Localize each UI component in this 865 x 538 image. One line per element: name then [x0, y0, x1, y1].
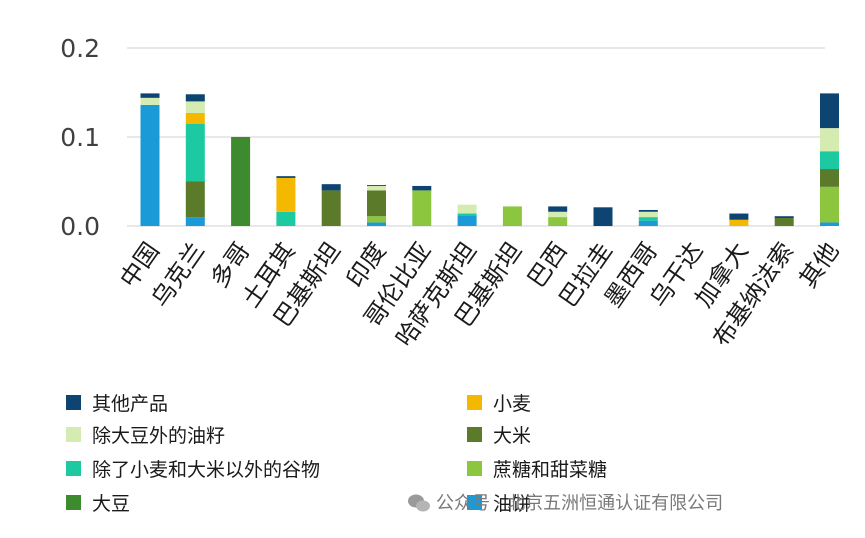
- bar-segment: [185, 112, 205, 124]
- bar-segment: [321, 184, 341, 191]
- bar-segment: [820, 222, 839, 226]
- bar-segment: [412, 185, 432, 191]
- legend-swatch: [467, 427, 482, 442]
- bar-segment: [820, 128, 839, 152]
- legend-label: 蔗糖和甜菜糖: [493, 459, 607, 481]
- bar-segment: [276, 177, 296, 212]
- bar-segment: [548, 217, 568, 226]
- legend-label: 小麦: [493, 393, 531, 415]
- bar-segment: [140, 93, 160, 98]
- bar-segment: [638, 211, 658, 218]
- bar-segment: [367, 185, 386, 191]
- legend-swatch: [467, 395, 482, 410]
- bar-segment: [185, 123, 205, 182]
- legend-swatch: [467, 461, 482, 476]
- bar-segment: [820, 169, 839, 187]
- y-axis-labels: 0.0 0.1 0.2: [60, 34, 100, 241]
- bar-segment: [140, 104, 160, 226]
- bar-segment: [367, 216, 386, 223]
- legend-swatch: [467, 495, 482, 510]
- legend-label: 大豆: [92, 493, 130, 515]
- bar-segment: [729, 213, 749, 220]
- bar-segment: [185, 101, 205, 113]
- legend-swatch: [66, 427, 81, 442]
- legend-swatch: [66, 461, 81, 476]
- bar-segment: [457, 213, 477, 216]
- bar-segment: [774, 216, 794, 218]
- bar-segment: [412, 190, 432, 226]
- bar-segment: [548, 211, 568, 218]
- watermark: 公众号 · 北京五洲恒通认证有限公司: [408, 493, 723, 514]
- bar-segment: [548, 206, 568, 212]
- bar-segment: [638, 220, 658, 226]
- bar-segment: [140, 97, 160, 105]
- y-tick-label: 0.0: [60, 212, 100, 241]
- bar-segment: [774, 217, 794, 226]
- bar-segment: [321, 190, 341, 226]
- bar-segment: [457, 204, 477, 214]
- legend-swatch: [66, 495, 81, 510]
- bar-segment: [638, 217, 658, 221]
- bar-segment: [276, 176, 296, 178]
- bar-segment: [367, 222, 386, 226]
- bar-segment: [457, 215, 477, 226]
- legend-label: 油饼: [493, 493, 531, 515]
- y-tick-label: 0.1: [60, 123, 100, 152]
- bar-segment: [820, 186, 839, 223]
- legend-label: 除大豆外的油籽: [92, 425, 225, 447]
- bar-segment: [729, 219, 749, 226]
- x-axis-labels: 中国乌克兰多哥土耳其巴基斯坦印度哥伦比亚哈萨克斯坦巴基斯坦巴西巴拉圭墨西哥乌干达…: [114, 237, 844, 351]
- legend-label: 其他产品: [92, 393, 168, 415]
- bar-segment: [502, 206, 522, 226]
- bar-segment: [367, 190, 386, 217]
- x-category-label: 其他: [794, 237, 844, 292]
- bar-segment: [231, 137, 251, 226]
- bar-segment: [593, 207, 613, 226]
- wechat-icon: [408, 494, 430, 512]
- bar-segment: [638, 209, 658, 212]
- watermark-text: 公众号 · 北京五洲恒通认证有限公司: [436, 493, 723, 514]
- bar-segment: [276, 211, 296, 226]
- bar-segment: [185, 181, 205, 218]
- legend-label: 除了小麦和大米以外的谷物: [92, 459, 320, 481]
- legend-swatch: [66, 395, 81, 410]
- bar-segment: [185, 217, 205, 226]
- bar-segment: [820, 93, 839, 129]
- bar-segment: [185, 94, 205, 102]
- bar-segment: [820, 151, 839, 170]
- legend-label: 大米: [493, 425, 531, 447]
- bars: [140, 93, 839, 226]
- bar-segment: [367, 185, 386, 186]
- y-tick-label: 0.2: [60, 34, 100, 63]
